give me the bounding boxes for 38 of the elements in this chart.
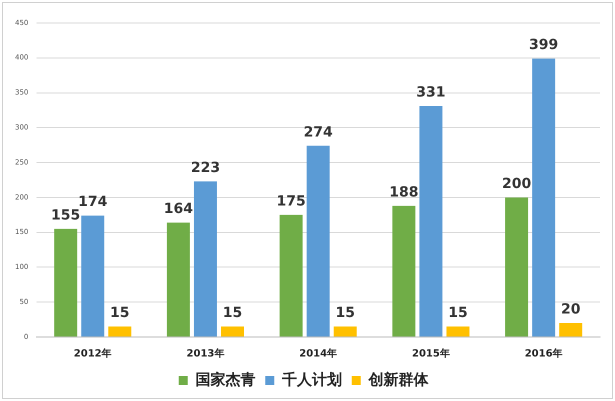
bar — [280, 214, 303, 336]
data-label: 174 — [78, 194, 108, 210]
bar — [221, 326, 244, 336]
data-label: 200 — [502, 176, 532, 192]
x-tick-label: 2015年 — [412, 348, 450, 360]
x-tick-label: 2012年 — [74, 348, 112, 360]
bar — [166, 222, 190, 336]
bar — [81, 216, 104, 336]
data-label: 164 — [164, 201, 194, 218]
data-label: 399 — [529, 37, 558, 54]
x-tick-label: 2013年 — [186, 348, 224, 360]
bar — [334, 326, 357, 336]
bar — [194, 181, 217, 336]
x-tick-label: 2014年 — [299, 348, 338, 360]
bar — [532, 58, 556, 336]
data-label: 15 — [110, 305, 130, 322]
data-label: 175 — [276, 194, 306, 210]
bar — [559, 323, 582, 336]
x-tick-label: 2016年 — [524, 348, 563, 360]
bar — [108, 326, 132, 336]
data-label: 15 — [222, 305, 242, 322]
bar — [392, 206, 416, 336]
data-label: 155 — [51, 207, 80, 224]
bar — [54, 228, 78, 336]
legend-label: 国家杰青 — [195, 370, 256, 388]
data-label: 20 — [560, 302, 581, 318]
bar — [306, 146, 330, 336]
bar — [419, 106, 442, 336]
data-label: 15 — [448, 305, 468, 322]
data-label: 188 — [389, 184, 418, 200]
data-label: 223 — [190, 160, 220, 176]
bar — [505, 197, 528, 336]
data-label: 331 — [416, 84, 446, 101]
data-label: 15 — [335, 305, 355, 322]
bar — [446, 326, 470, 336]
data-label: 274 — [304, 124, 334, 140]
legend-label: 千人计划 — [280, 370, 342, 388]
legend-label: 创新群体 — [367, 370, 430, 388]
